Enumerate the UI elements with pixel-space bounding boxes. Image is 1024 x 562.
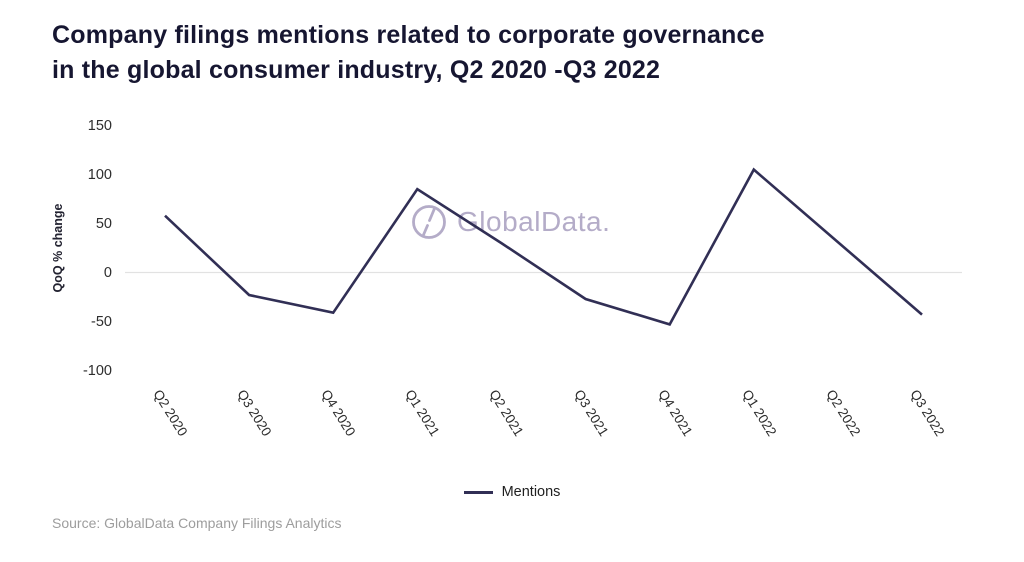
x-tick-label: Q4 2020 bbox=[318, 387, 359, 439]
legend-line-swatch bbox=[463, 490, 493, 494]
chart-title-line2: in the global consumer industry, Q2 2020… bbox=[52, 55, 661, 84]
y-tick-label: 100 bbox=[87, 166, 112, 183]
y-tick-label: 50 bbox=[95, 215, 112, 232]
mentions-line-series bbox=[164, 167, 923, 326]
x-tick-label: Q2 2021 bbox=[486, 387, 527, 439]
x-tick-label: Q1 2022 bbox=[739, 387, 780, 439]
x-tick-label: Q3 2021 bbox=[570, 387, 611, 439]
chart-legend: Mentions bbox=[0, 484, 1024, 500]
globaldata-logo-icon bbox=[412, 205, 446, 239]
x-tick-label: Q2 2022 bbox=[823, 387, 864, 439]
x-tick-label: Q3 2020 bbox=[234, 387, 275, 439]
x-tick-label: Q1 2021 bbox=[402, 387, 443, 439]
line-chart-plot-area bbox=[125, 167, 962, 326]
x-tick-label: Q3 2022 bbox=[907, 387, 948, 439]
y-tick-label: -50 bbox=[91, 313, 112, 330]
x-tick-label: Q2 2020 bbox=[150, 387, 191, 439]
y-tick-label: -100 bbox=[82, 362, 112, 379]
y-tick-label: 0 bbox=[103, 264, 112, 281]
chart-title-line1: Company filings mentions related to corp… bbox=[52, 21, 765, 49]
y-tick-label: 150 bbox=[87, 117, 112, 134]
x-tick-label: Q4 2021 bbox=[654, 387, 696, 439]
legend-label: Mentions bbox=[501, 484, 561, 500]
source-attribution: Source: GlobalData Company Filings Analy… bbox=[52, 515, 342, 531]
chart-title: Company filings mentions related to corp… bbox=[52, 18, 765, 87]
